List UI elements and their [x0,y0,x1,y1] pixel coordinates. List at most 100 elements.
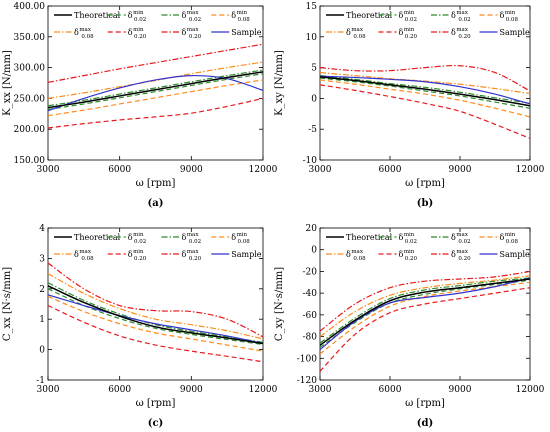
y-axis-label: K_xx [N/mm] [2,50,13,116]
legend-label: δmin 0.02 [399,10,418,23]
y-tick-label: 150.00 [14,156,46,166]
legend-label: δmax 0.02 [182,232,202,245]
series-line-0 [320,278,530,346]
y-tick-label: -5 [308,125,317,135]
series-line-3 [48,295,263,352]
y-axis-label: C_xx [N·s/mm] [2,267,13,341]
legend: Theoretical δmin 0.02 δmax 0.02 δmin 0.08 δmax 0… [54,10,262,40]
legend-label: δmin 0.20 [399,27,418,40]
legend-label: Sample [500,28,531,37]
panel-label: (b) [417,198,433,209]
y-tick-label: 2 [39,285,45,295]
legend-label: δmax 0.02 [182,10,202,23]
y-tick-label: 20 [306,224,318,234]
legend-item-1: δmin 0.02 [378,10,418,23]
legend-label: δmax 0.20 [451,27,471,40]
x-tick-label: 3000 [309,385,332,395]
y-tick-label: 0 [39,346,45,356]
series-line-0 [48,285,263,345]
legend-label: δmin 0.08 [500,232,519,245]
panel-b: K_xy [N/mm] ω [rpm] (b) 3000 6000 9000 1200… [274,2,545,209]
y-tick-label: 0 [311,94,317,104]
legend-item-0: Theoretical [54,11,121,20]
y-tick-label: -80 [303,333,318,343]
legend-label: Theoretical [346,233,393,242]
legend-item-6: δmax 0.20 [161,249,202,262]
series-line-5 [320,84,530,139]
plot-frame [47,5,264,161]
y-tick-label: 350.00 [14,33,46,43]
legend-item-6: δmax 0.20 [431,249,471,262]
series-line-4 [48,61,263,99]
legend-label: Sample [231,250,262,259]
legend-label: δmin 0.02 [128,232,147,245]
legend-item-3: δmin 0.08 [211,232,250,245]
x-tick-label: 9000 [449,165,472,175]
panel-c: C_xx [N·s/mm] ω [rpm] (c) 3000 6000 9000 12… [2,224,278,429]
y-tick-label: 0 [311,246,317,256]
legend-label: δmax 0.20 [182,249,202,262]
x-tick-label: 12000 [249,385,278,395]
series-line-1 [320,77,530,109]
legend-item-0: Theoretical [326,11,393,20]
legend-label: δmax 0.02 [451,10,471,23]
legend-item-1: δmin 0.02 [107,10,146,23]
series-line-4 [320,275,530,338]
x-axis-label: ω [rpm] [405,178,445,189]
x-tick-label: 3000 [37,385,60,395]
legend-label: Sample [231,28,262,37]
series-line-1 [48,73,263,111]
x-tick-label: 12000 [516,385,545,395]
y-tick-label: -10 [303,156,318,166]
legend-item-7: Sample [479,28,531,37]
y-tick-label: 3 [39,254,45,264]
x-tick-label: 9000 [180,385,203,395]
y-tick-label: 10 [306,33,318,43]
panel-a: K_xx [N/mm] ω [rpm] (a) 3000 6000 9000 1200… [2,2,278,209]
legend-item-5: δmin 0.20 [378,249,418,262]
legend-item-4: δmax 0.08 [326,249,366,262]
series-line-0 [320,76,530,107]
legend-item-2: δmax 0.02 [161,232,202,245]
legend-label: δmax 0.02 [451,232,471,245]
x-tick-label: 3000 [37,165,60,175]
legend-label: δmax 0.08 [346,27,366,40]
legend-label: δmax 0.08 [74,27,94,40]
legend-item-6: δmax 0.20 [161,27,202,40]
x-axis-label: ω [rpm] [136,398,176,409]
x-tick-label: 9000 [180,165,203,175]
legend-item-5: δmin 0.20 [378,27,418,40]
legend-item-3: δmin 0.08 [479,10,519,23]
x-tick-label: 6000 [379,165,402,175]
legend-item-0: Theoretical [326,233,393,242]
y-tick-label: 250.00 [14,94,46,104]
y-tick-label: -100 [297,354,317,364]
legend-label: δmin 0.08 [231,10,250,23]
series-line-3 [48,79,263,117]
legend-label: δmax 0.20 [182,27,202,40]
legend-label: Theoretical [74,11,121,20]
panel-d: C_xy [N·s/mm] ω [rpm] (d) 3000 6000 9000 12… [274,224,545,429]
x-tick-label: 3000 [309,165,332,175]
series-line-7 [48,74,263,112]
series-line-7 [320,277,530,351]
plot-frame [47,227,264,381]
x-tick-label: 6000 [379,385,402,395]
legend-label: δmin 0.20 [128,249,147,262]
y-tick-label: 5 [311,64,317,74]
legend-item-4: δmax 0.08 [54,27,94,40]
legend-item-4: δmax 0.08 [326,27,366,40]
series-line-7 [48,294,263,345]
y-tick-label: -40 [303,289,318,299]
y-tick-label: 1 [39,315,45,325]
series-line-2 [48,282,263,343]
legend-label: δmin 0.08 [500,10,519,23]
series-line-2 [48,69,263,107]
legend-item-0: Theoretical [54,233,121,242]
x-axis-label: ω [rpm] [405,398,445,409]
series-line-0 [48,71,263,109]
panel-label: (c) [148,418,164,429]
legend-item-6: δmax 0.20 [431,27,471,40]
plot-frame [319,5,531,161]
y-tick-label: -60 [303,311,318,321]
